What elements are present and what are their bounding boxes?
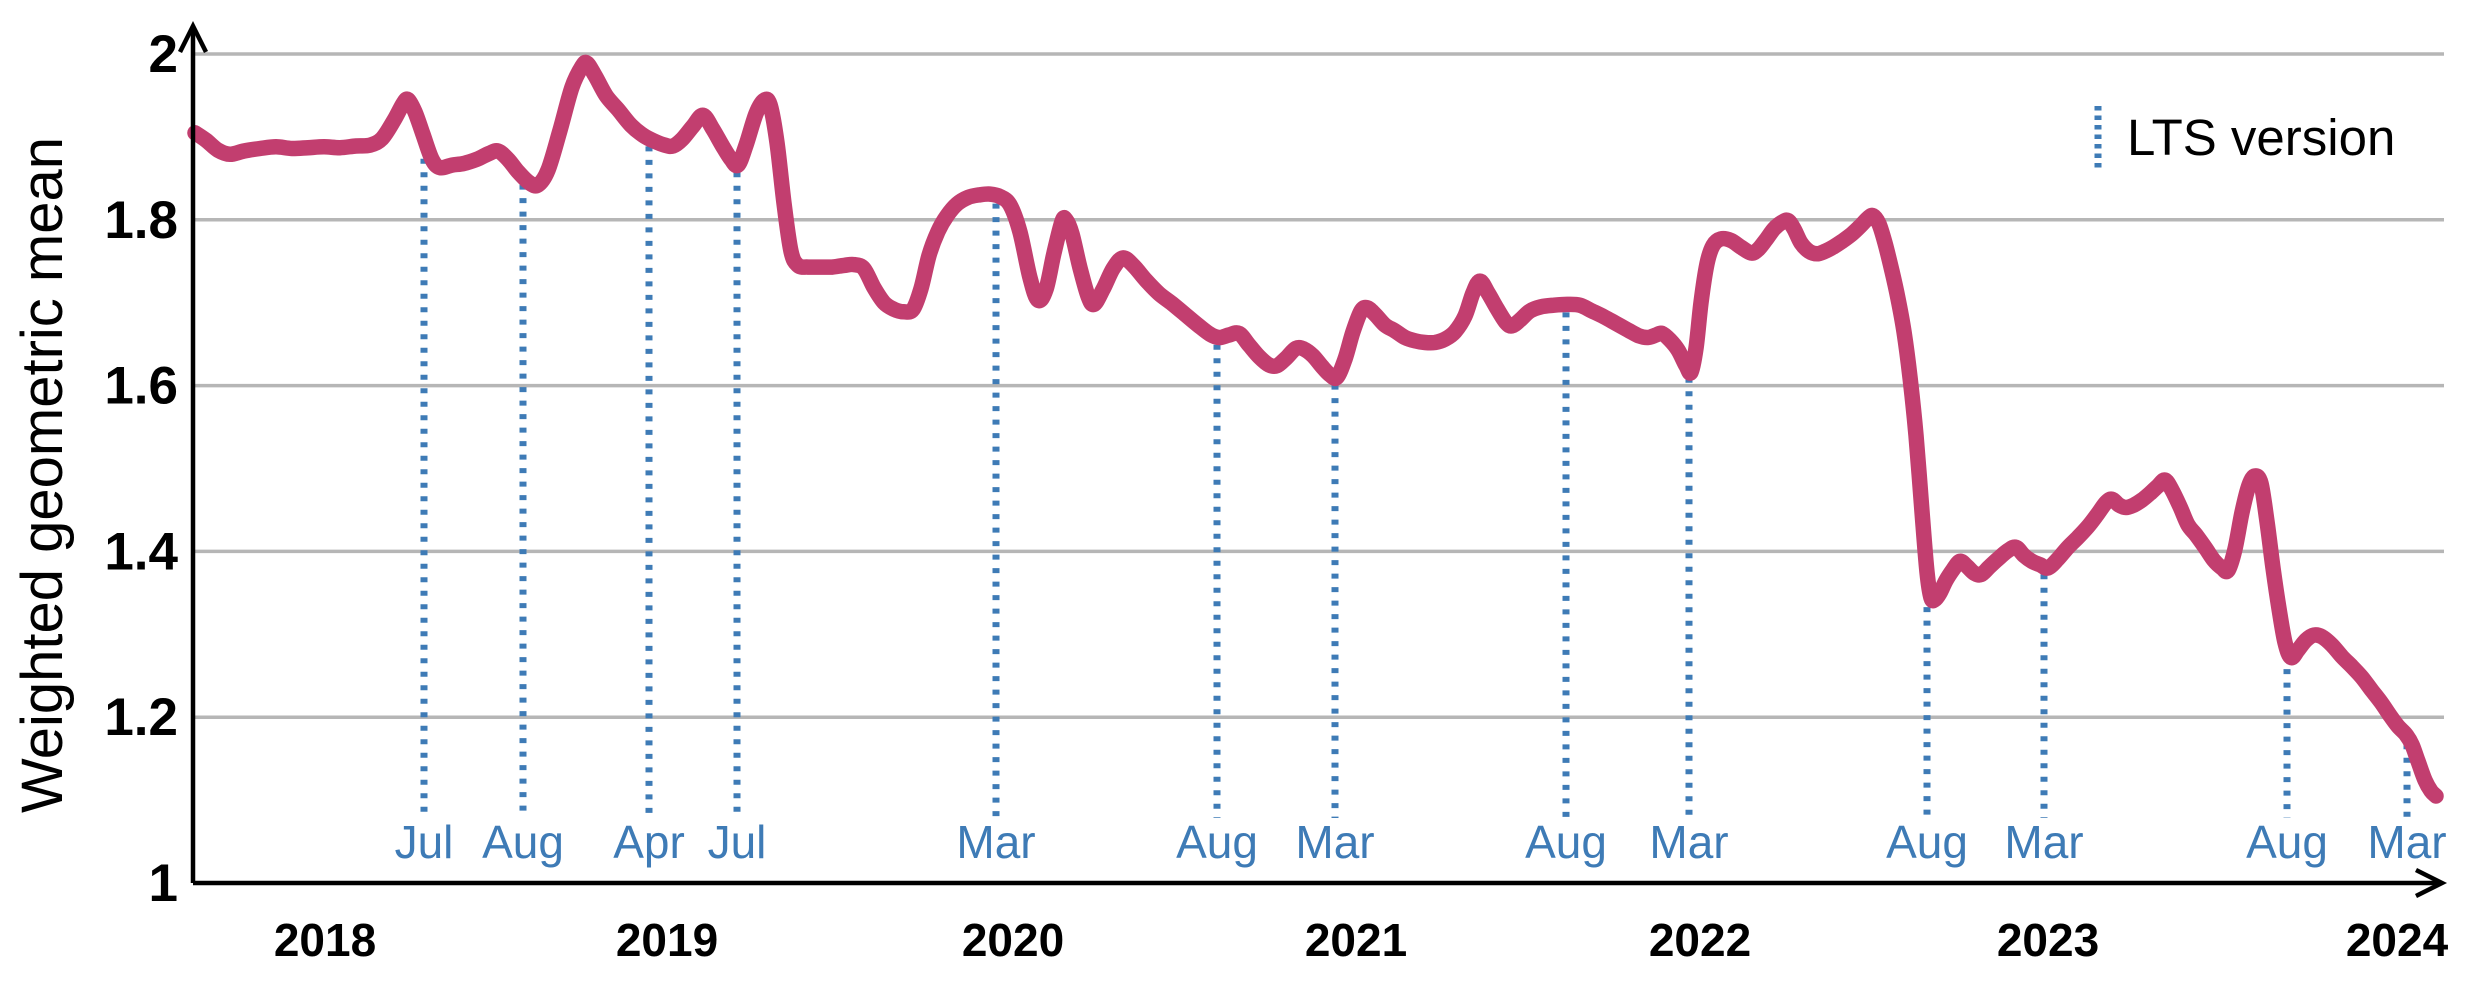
lts-month-label: Mar — [956, 816, 1035, 868]
lts-month-label: Apr — [613, 816, 685, 868]
legend-label: LTS version — [2127, 109, 2395, 166]
lts-month-label: Aug — [482, 816, 564, 868]
x-axis-arrowhead-icon — [2414, 867, 2448, 899]
lts-month-label: Mar — [2004, 816, 2083, 868]
x-year-label: 2019 — [616, 914, 718, 966]
y-tick-label: 1 — [149, 854, 178, 913]
y-axis-title: Weighted geometric mean — [10, 137, 75, 813]
y-tick-label: 1.2 — [104, 688, 178, 747]
y-tick-label: 1.6 — [104, 357, 178, 416]
y-tick-label: 1.8 — [104, 191, 178, 250]
lts-month-label: Mar — [1649, 816, 1728, 868]
y-tick-label: 2 — [149, 25, 178, 84]
lts-month-label: Aug — [1525, 816, 1607, 868]
lts-month-label: Mar — [2367, 816, 2446, 868]
x-year-label: 2024 — [2346, 914, 2449, 966]
x-year-label: 2022 — [1649, 914, 1751, 966]
x-year-label: 2023 — [1997, 914, 2099, 966]
lts-month-label: Aug — [1176, 816, 1258, 868]
y-tick-label: 1.4 — [104, 522, 178, 581]
lts-month-label: Aug — [2246, 816, 2328, 868]
x-year-label: 2021 — [1305, 914, 1407, 966]
lts-month-label: Jul — [708, 816, 767, 868]
x-year-label: 2018 — [274, 914, 376, 966]
lts-month-label: Mar — [1295, 816, 1374, 868]
lts-month-label: Jul — [395, 816, 454, 868]
lts-month-label: Aug — [1886, 816, 1968, 868]
y-axis-arrowhead-icon — [177, 20, 209, 54]
x-year-label: 2020 — [962, 914, 1064, 966]
weighted-geometric-mean-line — [187, 54, 2444, 804]
